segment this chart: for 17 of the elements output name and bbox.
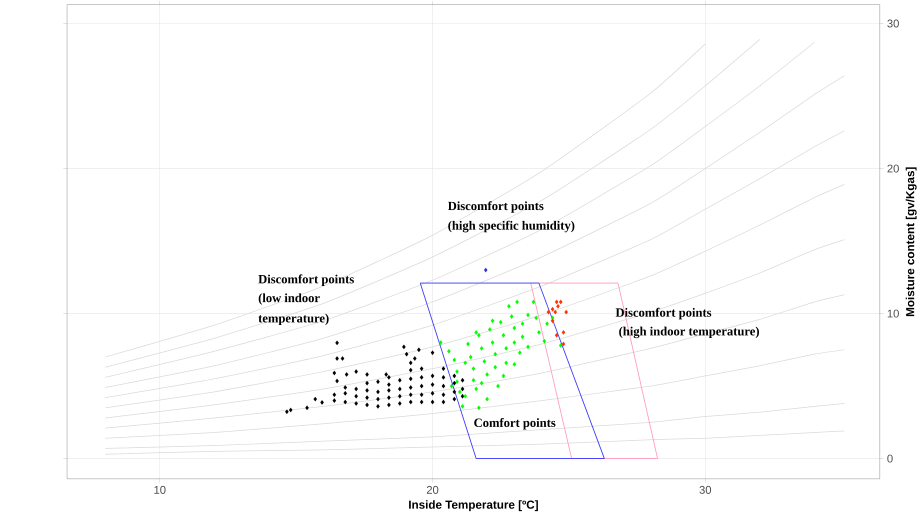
x-axis-title: Inside Temperature [ºC] xyxy=(409,500,538,512)
x-tick-label: 20 xyxy=(426,486,438,494)
annotation: Discomfort points xyxy=(616,308,712,320)
annotation: Discomfort points xyxy=(448,201,544,213)
x-tick-label: 30 xyxy=(699,486,712,494)
y-tick-label: 20 xyxy=(887,164,899,173)
y-axis-title: Moisture content [gv/Kgas] xyxy=(906,167,917,316)
y-tick-label: 30 xyxy=(887,20,899,28)
annotation: Comfort points xyxy=(474,418,556,430)
annotation: temperature) xyxy=(258,314,329,326)
annotation: Discomfort points xyxy=(258,274,354,286)
x-tick-label: 10 xyxy=(154,486,166,494)
y-tick-label: 10 xyxy=(888,310,899,318)
annotation: (high indoor temperature) xyxy=(619,326,759,338)
annotation: (high specific humidity) xyxy=(448,220,574,232)
y-tick-label: 0 xyxy=(887,454,893,463)
annotation: (low indoor xyxy=(258,293,320,305)
